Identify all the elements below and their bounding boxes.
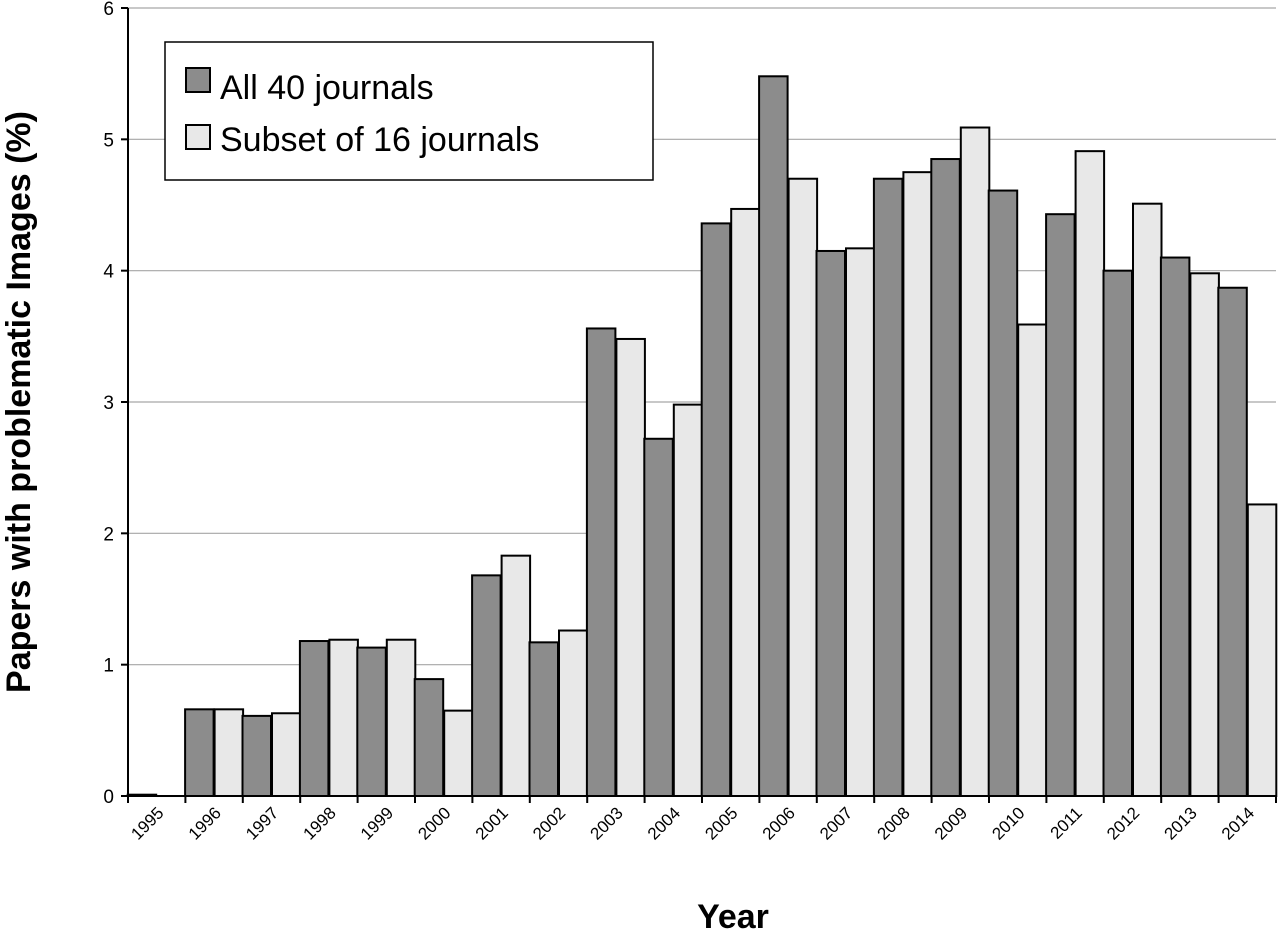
x-tick-label-1998: 1998 [300,803,340,843]
y-tick-label-4: 4 [103,262,114,283]
x-tick-label-2001: 2001 [472,803,512,843]
legend: All 40 journals Subset of 16 journals [164,41,654,181]
bar-subset-of-16-journals-1996 [213,708,245,798]
bar-all-40-journals-1997 [241,714,272,797]
bar-subset-of-16-journals-2012 [1132,202,1163,798]
y-tick-label-5: 5 [103,130,114,151]
bar-subset-of-16-journals-1999 [385,638,417,797]
legend-box [164,41,654,181]
bar-all-40-journals-2006 [758,75,789,797]
bar-all-40-journals-2002 [528,641,559,798]
bar-all-40-journals-2010 [987,189,1019,797]
bar-subset-of-16-journals-2008 [902,171,933,797]
x-tick-label-2012: 2012 [1103,803,1143,843]
x-tick-label-1999: 1999 [357,803,397,843]
legend-label-all-40-journals: All 40 journals [220,69,434,107]
bar-subset-of-16-journals-2010 [1017,323,1048,797]
x-ticks: 1995 1996 1997 1998 1999 2000 2001 2002 2003 2004… [127,796,1277,844]
x-tick-label-2007: 2007 [816,803,856,843]
bar-subset-of-16-journals-2006 [787,177,819,797]
y-tick-label-0: 0 [103,787,114,808]
bar-all-40-journals-2011 [1045,213,1076,797]
bar-subset-of-16-journals-1997 [271,712,302,798]
x-tick-label-2008: 2008 [874,803,914,843]
x-tick-label-2014: 2014 [1218,803,1258,843]
bars [126,75,1278,798]
bar-subset-of-16-journals-2003 [615,337,646,797]
y-axis-title: Papers with problematic Images (%) [0,111,38,693]
bar-subset-of-16-journals-2000 [443,709,474,798]
x-axis-title: Year [697,898,769,934]
x-tick-label-1995: 1995 [127,803,167,843]
bar-all-40-journals-2000 [413,678,445,798]
bar-all-40-journals-1999 [356,646,387,797]
bar-all-40-journals-2001 [471,574,502,797]
x-tick-label-2003: 2003 [587,803,627,843]
x-tick-label-2010: 2010 [988,803,1028,843]
bar-subset-of-16-journals-2004 [672,403,704,797]
y-ticks: 0 1 2 3 4 5 6 [103,0,128,808]
legend-swatch-subset-of-16-journals [185,124,211,150]
bar-subset-of-16-journals-1998 [328,638,359,797]
y-tick-label-6: 6 [103,0,114,20]
bar-all-40-journals-2007 [815,249,846,797]
bar-subset-of-16-journals-2001 [500,554,532,797]
y-tick-label-1: 1 [103,656,114,677]
legend-label-subset-of-16-journals: Subset of 16 journals [220,121,539,159]
bar-subset-of-16-journals-2002 [558,629,589,798]
bar-subset-of-16-journals-2014 [1246,503,1278,797]
bar-all-40-journals-2014 [1217,286,1248,797]
bar-subset-of-16-journals-2013 [1189,272,1220,797]
bar-subset-of-16-journals-2005 [730,207,761,797]
y-tick-label-3: 3 [103,393,114,414]
x-tick-label-2006: 2006 [759,803,799,843]
x-tick-label-1997: 1997 [242,803,282,843]
x-tick-label-2002: 2002 [529,803,569,843]
bar-all-40-journals-1996 [184,708,215,798]
bar-all-40-journals-2009 [930,158,961,798]
bar-all-40-journals-2005 [700,222,732,798]
bar-subset-of-16-journals-2007 [845,247,876,797]
bar-all-40-journals-1998 [298,640,330,797]
x-tick-label-2009: 2009 [931,803,971,843]
bar-subset-of-16-journals-2011 [1074,150,1106,798]
bar-subset-of-16-journals-2009 [959,126,991,798]
x-tick-label-2011: 2011 [1047,803,1086,842]
bar-all-40-journals-2004 [643,437,674,797]
x-tick-label-2004: 2004 [644,803,684,843]
legend-swatch-all-40-journals [185,67,211,93]
x-tick-label-2005: 2005 [701,803,741,843]
x-tick-label-2013: 2013 [1161,803,1201,843]
y-tick-label-2: 2 [103,524,114,545]
bar-all-40-journals-2013 [1159,256,1191,797]
x-tick-label-1996: 1996 [185,803,225,843]
bar-all-40-journals-2003 [585,327,617,797]
x-tick-label-2000: 2000 [414,803,454,843]
bar-all-40-journals-2008 [872,177,904,797]
bar-all-40-journals-2012 [1102,269,1133,797]
